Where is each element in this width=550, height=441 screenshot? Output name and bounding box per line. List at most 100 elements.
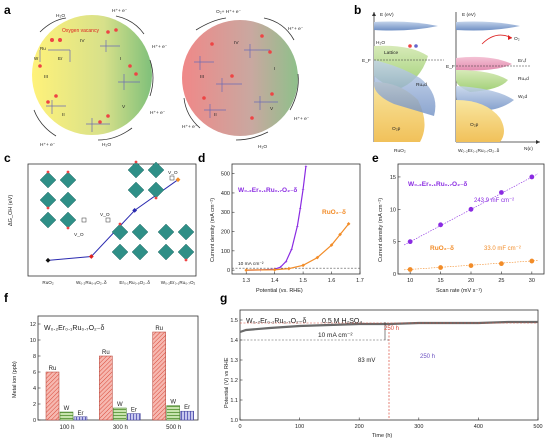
dos-left-mixed-band <box>374 60 436 116</box>
c-vo-label-2: V_O <box>168 170 178 176</box>
d-ref-label: 10 mA cm⁻² <box>238 261 264 267</box>
panel-b-letter: b <box>354 3 361 17</box>
f-bar <box>59 411 74 421</box>
b-ef-right: E_F <box>446 64 455 70</box>
step-roman-right-iii: III <box>200 74 204 80</box>
e-xtick-label: 25 <box>498 278 504 284</box>
e-ticks: 0 5 10 15 10 15 20 25 30 <box>390 175 535 284</box>
dos-right-ru4d-band <box>456 70 508 92</box>
d-ytick-label: 0 <box>227 268 230 274</box>
oxygen-vacancy-label: Oxygen vacancy <box>62 28 99 34</box>
g-xtick-label: 100 <box>295 424 304 430</box>
atom-er-label: Er <box>58 56 63 61</box>
f-bar <box>73 416 88 421</box>
g-xtick-label: 500 <box>533 424 542 430</box>
d-marks: ++++++++++ <box>232 164 360 274</box>
f-bar-label: W <box>117 402 123 408</box>
c-category-label: Er₀.₁Ru₀.₉O₂₋δ <box>119 280 150 285</box>
f-ticks: 0 2 4 6 8 10 12 100 h 300 h 500 h <box>30 322 181 431</box>
c-point <box>45 257 51 263</box>
c-point <box>88 254 94 259</box>
g-marks <box>239 320 538 420</box>
step-left-1: H₂O <box>56 13 65 19</box>
d-point <box>315 255 320 260</box>
step-roman-left-iv: IV <box>80 38 85 44</box>
e-fit-line <box>404 260 538 271</box>
b-w5d: W₅d <box>518 94 527 100</box>
g-title: W₀.₂Er₀.₁Ru₀.₇O₂₋δ <box>246 318 306 325</box>
panel-b: b E (eV) E_F Lattice H₂O Ru₄d O₂p RuO₂ E… <box>354 3 540 154</box>
f-ytick-label: 8 <box>33 354 36 360</box>
f-ytick-label: 2 <box>33 402 36 408</box>
f-bar <box>127 413 141 421</box>
e-xtick-label: 20 <box>468 278 474 284</box>
step-right-1: O₂+ H⁺+ e⁻ <box>216 9 242 15</box>
step-left-6: H⁺+ e⁻ <box>40 142 56 148</box>
e-xtick-label: 30 <box>529 278 535 284</box>
f-bar <box>166 405 180 421</box>
e-point <box>468 263 474 268</box>
b-h2o: H₂O <box>376 40 385 46</box>
g-ytick-label: 1.3 <box>230 358 238 364</box>
step-left-2: H⁺+ e⁻ <box>112 8 128 14</box>
g-ytick-label: 1.5 <box>230 318 238 324</box>
d-xtick-label: 1.6 <box>328 278 336 284</box>
cycle-arrows-left <box>33 15 154 141</box>
step-roman-left-iii: III <box>44 74 48 80</box>
f-marks: Ru W Er Ru W Er Ru W Er <box>45 326 194 421</box>
g-xtick-label: 200 <box>355 424 364 430</box>
e-point <box>499 261 504 267</box>
site-cluster-left-top: Ru W Er <box>34 38 63 61</box>
b-o2: O₂ <box>514 36 520 42</box>
panel-g-letter: g <box>220 291 227 305</box>
e-marks <box>403 173 539 272</box>
d-series-line <box>246 165 307 271</box>
f-bar-label: Er <box>184 405 190 411</box>
d-point <box>301 263 305 268</box>
g-xlabel: Time (h) <box>372 433 392 439</box>
dos-right-er4f-band <box>456 56 512 71</box>
d-series-line <box>246 223 350 271</box>
panel-g: g W₀.₂Er₀.₁Ru₀.₇O₂₋δ 0.5 M H₂SO₄ 10 mA c… <box>220 291 543 439</box>
d-xtick-label: 1.5 <box>299 278 307 284</box>
g-marker-top: 250 h <box>384 326 399 332</box>
e-xtick-label: 10 <box>407 278 413 284</box>
g-marker-mid: 83 mV <box>358 358 375 364</box>
e-point <box>529 174 535 180</box>
e-point <box>499 190 504 195</box>
b-left-caption: RuO₂ <box>394 148 406 154</box>
step-roman-left-ii: II <box>62 112 65 118</box>
e-point <box>407 239 413 245</box>
c-category-label: RuO₂ <box>42 280 53 285</box>
e-point <box>438 222 443 228</box>
d-point: + <box>290 247 293 253</box>
d-xtick-label: 1.7 <box>356 278 364 284</box>
d-point: + <box>259 268 262 274</box>
c-plot-frame <box>27 163 197 277</box>
f-ytick-label: 6 <box>33 370 36 376</box>
f-bar <box>99 355 113 421</box>
step-roman-right-v: V <box>270 106 274 112</box>
e-series1-label: W₀.₂Er₀.₁Ru₀.₇O₂₋δ <box>408 181 467 188</box>
c-point <box>132 208 138 213</box>
c-categories: RuO₂ W₀.₂Ru₀.₈O₂₋δ Er₀.₁Ru₀.₉O₂₋δ W₀.₂Er₀.₁… <box>42 280 195 285</box>
d-point <box>346 222 351 226</box>
g-xtick-label: 400 <box>474 424 483 430</box>
step-roman-left-v: V <box>122 104 126 110</box>
d-point: + <box>285 259 288 265</box>
e-cdl1: 243.9 mF cm⁻² <box>474 198 514 204</box>
g-ytick-label: 1.0 <box>230 418 238 424</box>
g-xtick-label: 0 <box>238 424 241 430</box>
step-roman-right-i: I <box>274 66 275 72</box>
b-xaxis-label: N(ε) <box>524 146 533 152</box>
d-point: + <box>304 164 307 170</box>
c-point <box>175 177 181 183</box>
f-ytick-label: 12 <box>30 322 36 328</box>
d-point <box>287 266 291 271</box>
cycle-right-circle <box>182 20 298 136</box>
d-ylabel: Current density (mA cm⁻²) <box>210 198 216 262</box>
dos-left-upper-band <box>374 21 438 31</box>
dos-right-upper-band <box>456 21 520 31</box>
d-point: + <box>279 265 282 271</box>
d-point: + <box>302 187 305 193</box>
